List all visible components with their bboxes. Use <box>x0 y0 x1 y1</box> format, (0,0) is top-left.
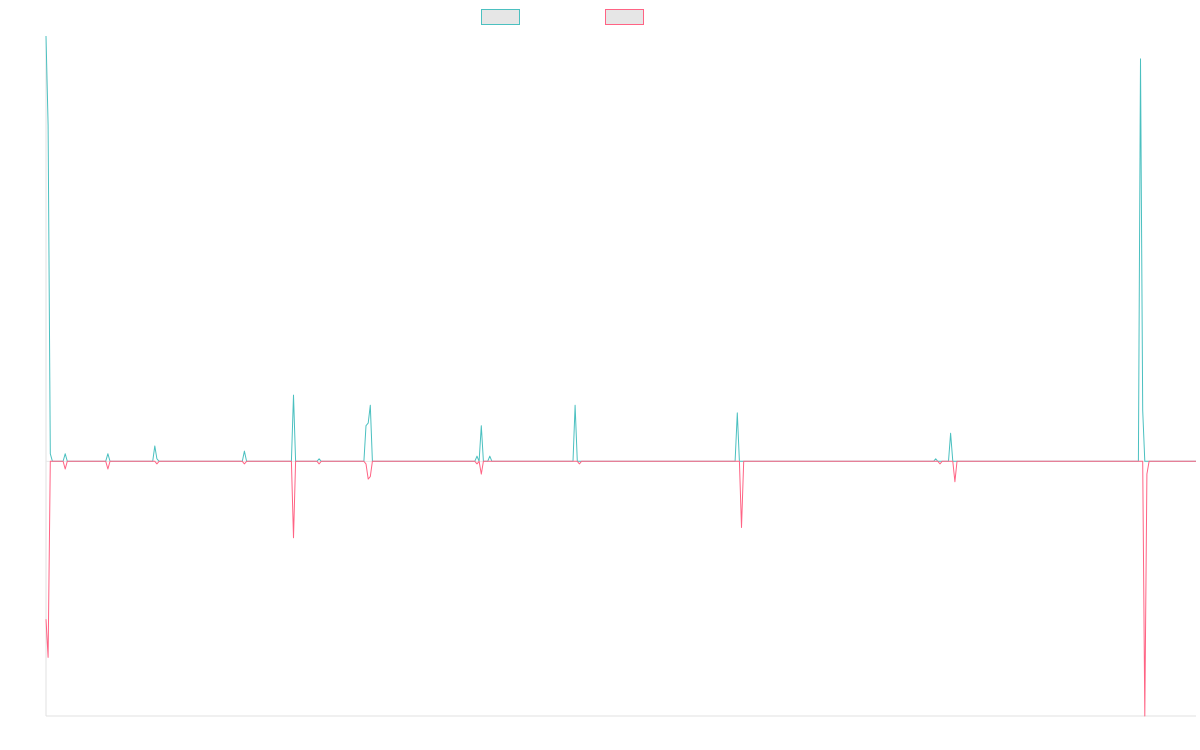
series-line-1 <box>45 460 1196 717</box>
series-group <box>45 35 1196 717</box>
plot-area <box>45 35 1196 717</box>
legend-swatch-1[interactable] <box>605 9 644 25</box>
legend-swatch-0[interactable] <box>481 9 520 25</box>
series-line-0 <box>45 35 1196 462</box>
